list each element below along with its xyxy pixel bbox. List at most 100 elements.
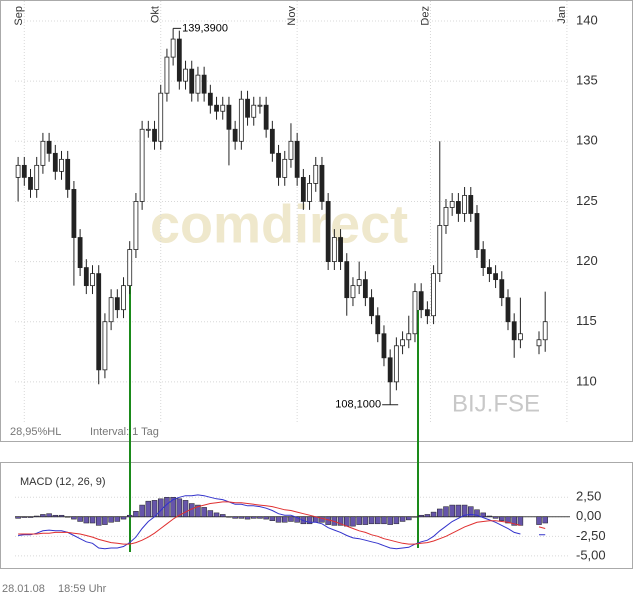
candle-body [251,104,257,118]
candle-body [65,158,71,190]
y-tick-label: 120 [576,253,598,268]
histogram-bar [461,504,468,518]
histogram-bar [195,504,201,518]
histogram-bar [83,516,90,524]
candle-body [183,68,188,82]
candle-body [34,164,40,190]
histogram-bar [201,507,207,518]
candle-body [201,74,207,94]
histogram-bar [226,516,232,518]
macd-line [18,494,546,550]
interval: Interval: 1 Tag [90,426,159,438]
histogram-bar [449,504,455,518]
histogram-bar [133,511,139,518]
candle-body [480,249,486,268]
candle-body [393,345,399,383]
histogram-bar [375,516,381,525]
candle-body [375,315,381,335]
candle-body [325,201,331,262]
candle-body [145,128,151,131]
histogram-bar [443,506,449,518]
histogram-bar [542,516,548,524]
footer-time: 18:59 Uhr [58,583,107,595]
symbol: BIJ.FSE [452,390,540,417]
candle-body [158,92,164,142]
candle-body [232,128,238,142]
histogram-bar [21,516,28,518]
y-tick-label: 0,00 [576,508,601,523]
histogram-bar [58,514,65,518]
histogram-bar [486,515,493,518]
histogram-bar [437,508,443,518]
x-tick-label: Nov [286,6,298,26]
candle-body [356,279,362,287]
histogram-bar [157,498,164,518]
candle-body [536,339,542,347]
candle-body [46,140,52,154]
candle-body [207,92,213,106]
histogram-bar [288,516,294,522]
histogram-bar [412,516,418,518]
histogram-bar [139,504,145,518]
histogram-bar [480,512,486,518]
candle-body [176,38,182,82]
histogram-bar [250,516,257,519]
candle-body [307,183,312,202]
histogram-bar [77,516,83,522]
candle-body [269,128,275,154]
candle-body [214,104,219,112]
candle-body [40,140,46,166]
histogram-bar [170,497,176,518]
histogram-bar [219,514,226,518]
histogram-bar [455,504,462,518]
histogram-bar [176,498,183,518]
candle-body [195,74,201,94]
candle-body [387,357,393,383]
candle-body [344,261,350,299]
histogram-bar [399,516,406,522]
candle-body [350,285,356,299]
histogram-bar [294,516,300,523]
watermark: comdirect [150,194,408,254]
candle-body [238,98,244,142]
histogram-bar [517,516,524,526]
candle-body [226,104,232,130]
histogram-bar [368,516,375,525]
histogram-bar [337,516,344,526]
candle-body [468,195,474,214]
histogram-bar [95,516,102,526]
candle-body [114,297,120,311]
candle-body [431,273,436,317]
candle-body [517,333,523,341]
x-tick-label: Dez [419,6,431,26]
histogram-bar [474,509,480,518]
histogram-bar [164,497,170,518]
candle-body [257,104,263,107]
histogram-bar [492,516,499,519]
annotation-label: 108,1000 [335,399,381,411]
candle-body [21,164,27,178]
candle-body [412,291,418,335]
histogram-bar [182,500,189,518]
histogram-bar [424,514,431,518]
candle-body [90,273,95,287]
histogram-bar [306,516,313,525]
candle-body [505,297,511,323]
histogram-bar [344,516,350,527]
histogram-bar [505,516,511,524]
candle-body [52,152,58,172]
histogram-bar [319,516,325,523]
candle-body [338,237,343,262]
candle-body [400,339,405,347]
x-tick-label: Sep [13,6,25,26]
histogram-bar [244,516,251,520]
info: 28,95%HL [10,426,61,438]
histogram-bar [257,516,263,519]
histogram-bar [356,516,362,525]
candle-body [83,267,89,287]
candle-body [288,140,294,160]
candle-body [133,201,139,250]
macd-title: MACD (12, 26, 9) [20,476,106,488]
y-tick-label: 115 [576,313,597,328]
